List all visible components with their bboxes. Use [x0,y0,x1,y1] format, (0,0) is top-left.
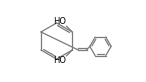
Text: HO: HO [53,17,66,26]
Text: HO: HO [53,56,66,65]
